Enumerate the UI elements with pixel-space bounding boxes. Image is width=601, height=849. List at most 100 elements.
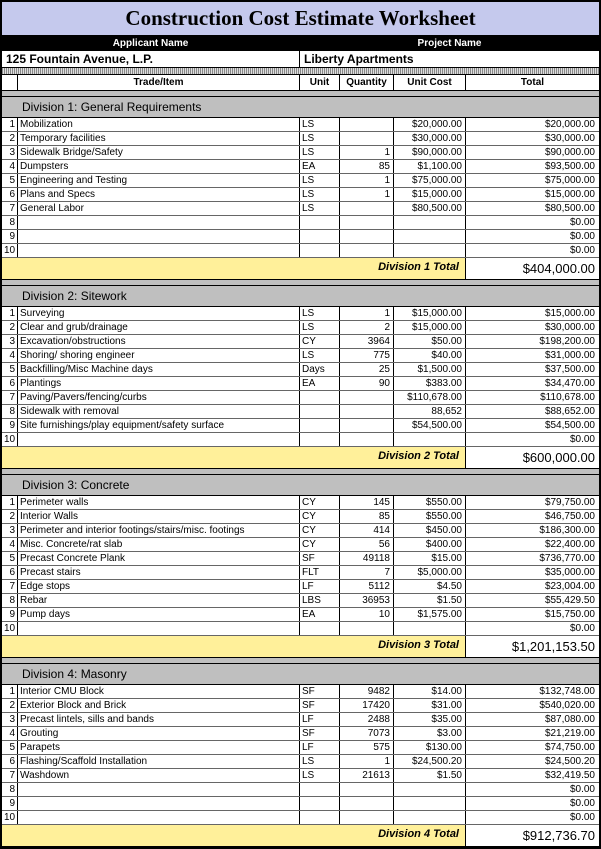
row-unit: SF: [300, 685, 340, 698]
row-unit: LF: [300, 580, 340, 593]
table-row: 6PlantingsEA90$383.00$34,470.00: [2, 377, 599, 391]
row-unit: LS: [300, 202, 340, 215]
row-cost: $110,678.00: [394, 391, 466, 404]
applicant-name: 125 Fountain Avenue, L.P.: [2, 51, 300, 67]
row-cost: [394, 622, 466, 635]
row-number: 8: [2, 783, 18, 796]
row-total: $80,500.00: [466, 202, 599, 215]
row-qty: 1: [340, 174, 394, 187]
table-row: 1MobilizationLS$20,000.00$20,000.00: [2, 118, 599, 132]
col-trade: Trade/Item: [18, 75, 300, 90]
row-cost: [394, 797, 466, 810]
row-cost: $75,000.00: [394, 174, 466, 187]
row-item: Backfilling/Misc Machine days: [18, 363, 300, 376]
row-total: $88,652.00: [466, 405, 599, 418]
table-row: 1Interior CMU BlockSF9482$14.00$132,748.…: [2, 685, 599, 699]
row-unit: LS: [300, 307, 340, 320]
row-cost: $20,000.00: [394, 118, 466, 131]
row-item: Plantings: [18, 377, 300, 390]
row-number: 3: [2, 524, 18, 537]
row-number: 8: [2, 216, 18, 229]
row-cost: [394, 433, 466, 446]
row-cost: $1.50: [394, 594, 466, 607]
row-number: 7: [2, 391, 18, 404]
row-unit: CY: [300, 510, 340, 523]
table-row: 2Clear and grub/drainageLS2$15,000.00$30…: [2, 321, 599, 335]
row-qty: 17420: [340, 699, 394, 712]
row-item: Clear and grub/drainage: [18, 321, 300, 334]
table-row: 10$0.00: [2, 244, 599, 258]
row-number: 6: [2, 377, 18, 390]
row-unit: [300, 811, 340, 824]
row-cost: $1.50: [394, 769, 466, 782]
row-cost: $80,500.00: [394, 202, 466, 215]
row-unit: LF: [300, 741, 340, 754]
division-total-value: $600,000.00: [466, 447, 599, 468]
col-total: Total: [466, 75, 599, 90]
division-total-value: $912,736.70: [466, 825, 599, 846]
table-row: 1SurveyingLS1$15,000.00$15,000.00: [2, 307, 599, 321]
row-qty: [340, 118, 394, 131]
row-cost: $15,000.00: [394, 321, 466, 334]
row-total: $24,500.20: [466, 755, 599, 768]
row-cost: $15.00: [394, 552, 466, 565]
row-cost: $35.00: [394, 713, 466, 726]
row-unit: LS: [300, 755, 340, 768]
row-number: 4: [2, 538, 18, 551]
row-total: $736,770.00: [466, 552, 599, 565]
col-cost: Unit Cost: [394, 75, 466, 90]
row-cost: $90,000.00: [394, 146, 466, 159]
row-unit: LS: [300, 146, 340, 159]
table-row: 4Shoring/ shoring engineerLS775$40.00$31…: [2, 349, 599, 363]
row-total: $15,000.00: [466, 307, 599, 320]
row-number: 9: [2, 419, 18, 432]
row-unit: SF: [300, 699, 340, 712]
row-number: 1: [2, 496, 18, 509]
row-total: $15,750.00: [466, 608, 599, 621]
page-title: Construction Cost Estimate Worksheet: [2, 2, 599, 36]
row-item: [18, 783, 300, 796]
row-item: Interior CMU Block: [18, 685, 300, 698]
row-qty: [340, 132, 394, 145]
row-unit: LS: [300, 321, 340, 334]
table-row: 6Plans and SpecsLS1$15,000.00$15,000.00: [2, 188, 599, 202]
row-number: 1: [2, 118, 18, 131]
table-row: 1Perimeter wallsCY145$550.00$79,750.00: [2, 496, 599, 510]
division-total-value: $1,201,153.50: [466, 636, 599, 657]
row-total: $79,750.00: [466, 496, 599, 509]
row-cost: [394, 811, 466, 824]
row-number: 5: [2, 363, 18, 376]
row-total: $21,219.00: [466, 727, 599, 740]
row-unit: [300, 244, 340, 257]
row-number: 7: [2, 580, 18, 593]
table-row: 8RebarLBS36953$1.50$55,429.50: [2, 594, 599, 608]
row-cost: $24,500.20: [394, 755, 466, 768]
row-number: 2: [2, 699, 18, 712]
division-total-value: $404,000.00: [466, 258, 599, 279]
table-row: 2Exterior Block and BrickSF17420$31.00$5…: [2, 699, 599, 713]
row-total: $132,748.00: [466, 685, 599, 698]
row-qty: 1: [340, 146, 394, 159]
row-unit: CY: [300, 335, 340, 348]
row-total: $198,200.00: [466, 335, 599, 348]
row-cost: $31.00: [394, 699, 466, 712]
row-cost: $450.00: [394, 524, 466, 537]
project-label: Project Name: [300, 36, 599, 51]
row-cost: $54,500.00: [394, 419, 466, 432]
row-number: 3: [2, 335, 18, 348]
table-row: 5Precast Concrete PlankSF49118$15.00$736…: [2, 552, 599, 566]
row-number: 7: [2, 202, 18, 215]
row-cost: $1,500.00: [394, 363, 466, 376]
row-unit: [300, 622, 340, 635]
table-row: 5Engineering and TestingLS1$75,000.00$75…: [2, 174, 599, 188]
row-number: 9: [2, 608, 18, 621]
row-qty: [340, 419, 394, 432]
row-unit: EA: [300, 377, 340, 390]
row-qty: [340, 783, 394, 796]
row-qty: 56: [340, 538, 394, 551]
row-total: $0.00: [466, 216, 599, 229]
row-cost: $3.00: [394, 727, 466, 740]
row-cost: $400.00: [394, 538, 466, 551]
row-qty: 3964: [340, 335, 394, 348]
row-total: $186,300.00: [466, 524, 599, 537]
